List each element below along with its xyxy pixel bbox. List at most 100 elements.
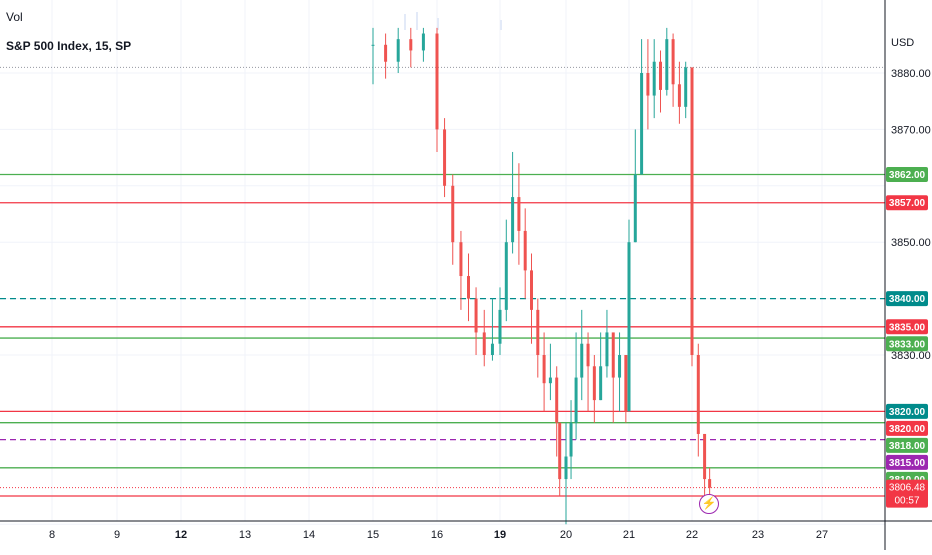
candle-body [580, 343, 584, 378]
candle-body [409, 39, 413, 51]
price-badge-bg [886, 319, 928, 335]
y-tick-label: 3870.00 [891, 124, 931, 136]
candle-body [558, 422, 562, 480]
candle-body [652, 61, 656, 96]
candle-body [624, 355, 628, 412]
candle-body [536, 309, 540, 355]
price-badge-bg [886, 336, 928, 352]
x-tick-label: 9 [114, 529, 120, 541]
volume-bars [404, 12, 502, 30]
candle-body [542, 355, 546, 384]
candle-body [511, 197, 515, 243]
candle-body [530, 270, 533, 310]
x-tick-label: 19 [494, 529, 506, 541]
candle-body [690, 67, 694, 356]
price-badge-3833.00: 3833.00 [889, 339, 926, 350]
candle-body [618, 355, 622, 378]
price-labels: 3862.00 3857.00 3840.00 3835.00 3833.00 3820.… [886, 167, 928, 508]
x-tick-label: 23 [752, 529, 764, 541]
currency-label: USD [891, 37, 914, 49]
candle-body [555, 377, 559, 423]
price-badge-bg [886, 195, 928, 211]
price-badge-bg [886, 454, 928, 470]
x-tick-label: 16 [431, 529, 443, 541]
volume-bar [500, 20, 502, 30]
candle-body [384, 44, 388, 62]
price-badge-3840.00: 3840.00 [889, 294, 926, 305]
candle-body [548, 377, 552, 384]
price-badge-bg [886, 437, 928, 453]
candle-body [435, 33, 439, 130]
candle-body [586, 343, 590, 367]
candles [371, 27, 712, 525]
price-badge-3862.00: 3862.00 [889, 170, 926, 181]
candle-body [671, 39, 675, 85]
candle-body [467, 276, 470, 299]
candle-body [599, 366, 603, 401]
x-tick-label: 12 [175, 529, 187, 541]
price-badge-3815.00: 3815.00 [889, 458, 926, 469]
candle-body [482, 332, 486, 355]
y-tick-label: 3830.00 [891, 350, 931, 362]
candle-body [421, 33, 425, 51]
candle-body [517, 197, 521, 231]
candle-body [665, 39, 669, 90]
candle-body [569, 422, 573, 457]
candle-body [659, 61, 662, 90]
candle-body [684, 67, 688, 107]
candle-body [640, 73, 644, 175]
candle-body [443, 129, 447, 186]
current-price-label: 3806.48 [889, 483, 926, 494]
lightning-icon[interactable]: ⚡ [699, 494, 719, 514]
candle-body [646, 73, 650, 96]
volume-label: Vol [6, 10, 23, 24]
x-tick-label: 20 [560, 529, 572, 541]
countdown-label: 00:57 [894, 496, 919, 507]
x-tick-label: 21 [623, 529, 635, 541]
price-badge-3857.00: 3857.00 [889, 198, 926, 209]
candle-body [459, 242, 463, 277]
candle-body [451, 185, 455, 243]
candle-body [605, 332, 609, 367]
price-badge-3820.00: 3820.00 [889, 424, 926, 435]
price-badge-bg [886, 291, 928, 307]
candle-body [474, 298, 478, 333]
candle-body [490, 343, 494, 355]
price-badge-bg [886, 403, 928, 419]
candle-body [708, 479, 712, 488]
grid [0, 0, 885, 525]
candle-body [498, 309, 502, 344]
price-badge-3820.00: 3820.00 [889, 407, 926, 418]
x-tick-label: 27 [816, 529, 828, 541]
volume-bar [404, 14, 406, 30]
price-badge-3835.00: 3835.00 [889, 322, 926, 333]
volume-bar [437, 18, 439, 30]
price-badge-bg [886, 420, 928, 436]
candle-body [564, 456, 568, 480]
candle-body [627, 242, 631, 412]
x-tick-label: 15 [367, 529, 379, 541]
volume-bar [416, 12, 418, 30]
horizontal-lines [0, 66, 885, 497]
candle-body [523, 230, 527, 271]
price-badge-bg [886, 167, 928, 183]
current-price-badge-bg [886, 479, 928, 508]
symbol-title: S&P 500 Index, 15, SP [6, 39, 132, 53]
x-tick-label: 13 [239, 529, 251, 541]
candle-body [574, 377, 578, 423]
candle-body [504, 242, 508, 310]
y-tick-label: 3880.00 [891, 68, 931, 80]
x-tick-label: 22 [686, 529, 698, 541]
candle-body [703, 433, 707, 480]
candle-body [396, 39, 400, 62]
candle-body [696, 355, 700, 434]
x-tick-label: 14 [303, 529, 315, 541]
price-badge-3818.00: 3818.00 [889, 441, 926, 452]
candle-body [592, 366, 596, 401]
candle-body [371, 44, 375, 46]
y-tick-label: 3850.00 [891, 237, 931, 249]
candle-body [677, 84, 681, 107]
